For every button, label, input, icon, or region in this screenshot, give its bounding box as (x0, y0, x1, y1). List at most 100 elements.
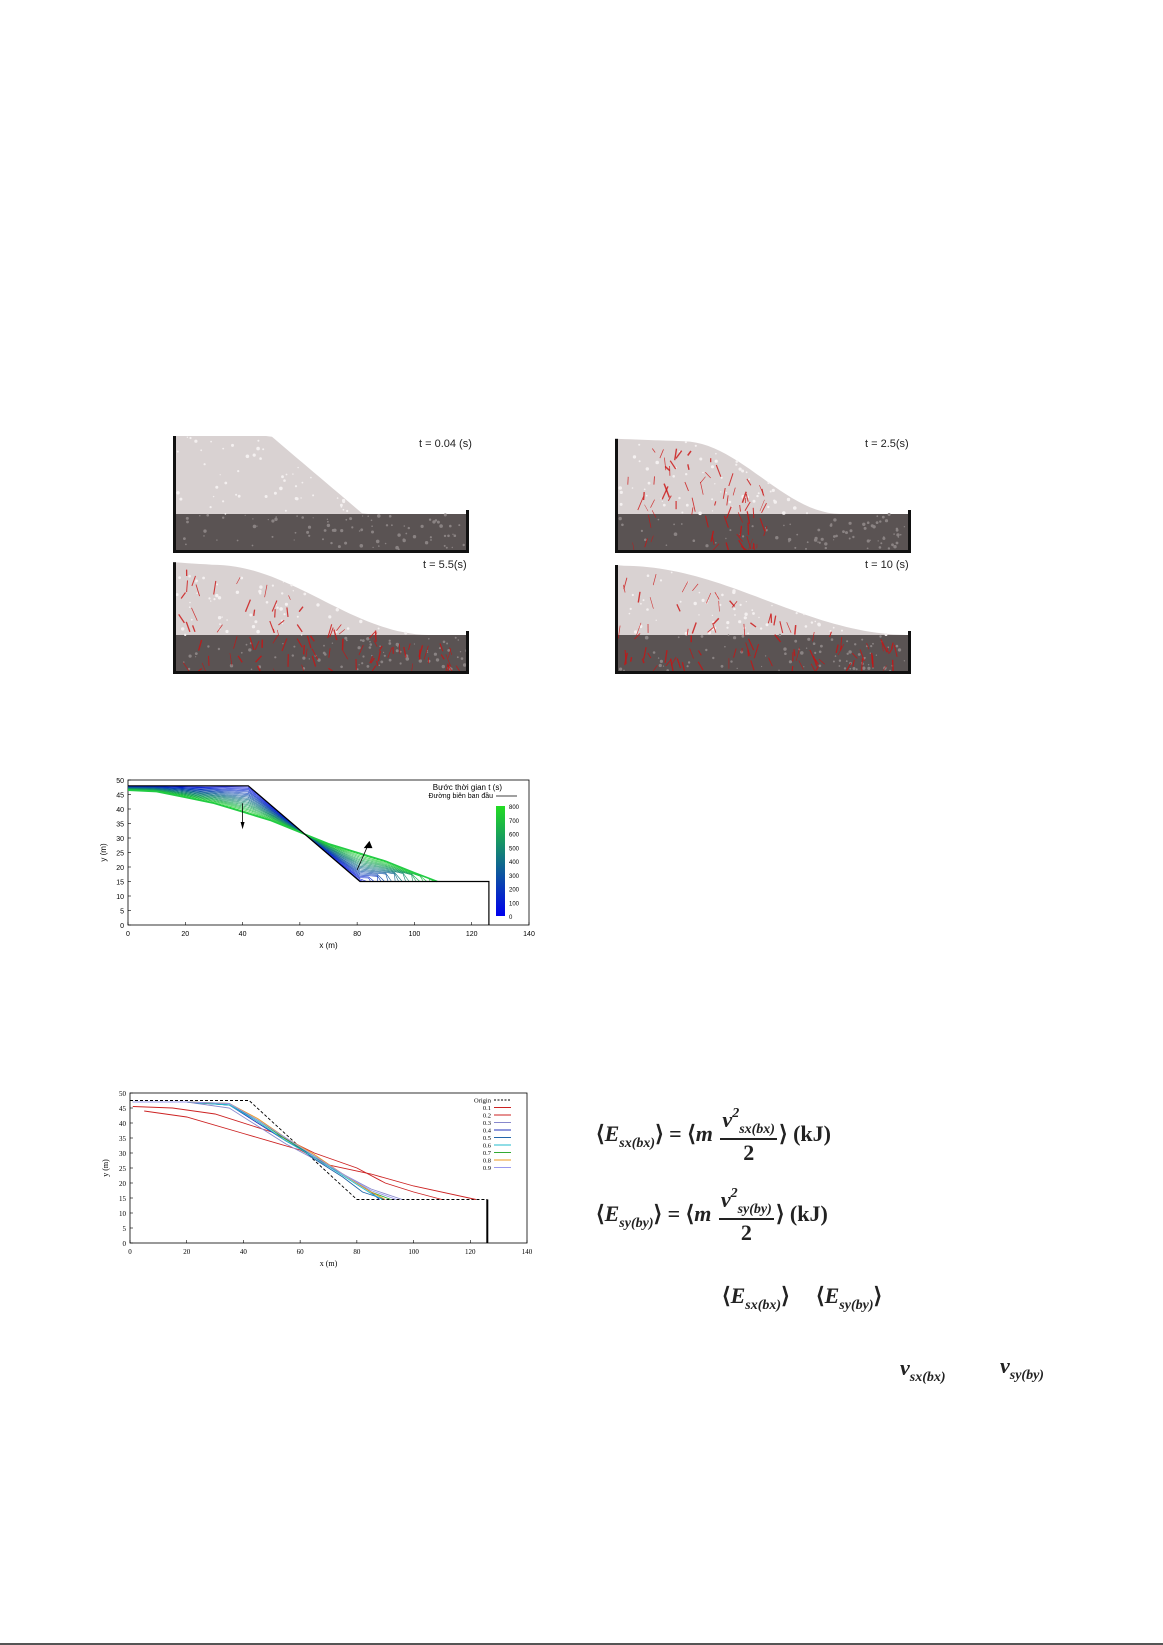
force-chain (445, 654, 452, 668)
particle (362, 655, 365, 658)
legend-entry: 0.7 (483, 1150, 492, 1157)
x-tick-label: 120 (466, 931, 478, 938)
particle (335, 608, 339, 612)
force-chain (191, 607, 198, 621)
legend-entry: Origin (474, 1098, 492, 1105)
particle (832, 660, 835, 663)
particle (405, 532, 408, 535)
particle (279, 607, 283, 611)
particle (396, 643, 399, 645)
force-chain (399, 643, 401, 654)
particle (643, 488, 646, 491)
series-line (132, 1101, 386, 1200)
force-chain (674, 448, 678, 461)
particle (462, 663, 467, 667)
particle (435, 658, 440, 662)
particle (358, 530, 361, 532)
particle (296, 515, 298, 517)
particle (249, 613, 253, 617)
particle (216, 583, 219, 586)
colorbar-tick-label: 600 (509, 833, 520, 839)
particle (235, 493, 238, 496)
force-chain (180, 592, 186, 599)
particle (217, 616, 222, 620)
force-chain (732, 487, 736, 496)
particle (814, 620, 817, 623)
particle (646, 574, 650, 577)
particle (832, 626, 835, 629)
particle (857, 653, 861, 656)
particle (692, 539, 696, 542)
particle (631, 487, 634, 489)
force-chain (659, 449, 664, 459)
force-chain (791, 665, 794, 672)
particle (848, 650, 852, 654)
y-tick-label: 20 (116, 865, 124, 872)
particle (351, 526, 354, 529)
colorbar-tick-label: 300 (509, 874, 520, 880)
particle (397, 533, 401, 537)
force-chain (244, 599, 252, 612)
particle (661, 500, 663, 502)
particle (895, 644, 899, 648)
force-chain (743, 623, 746, 637)
particle (659, 659, 663, 663)
force-chain (449, 647, 452, 655)
particle (331, 642, 334, 644)
particle (447, 649, 451, 652)
colorbar-tick-label: 100 (509, 901, 520, 907)
force-chain (718, 600, 720, 612)
particle (407, 526, 410, 530)
particle (252, 524, 257, 529)
particle (841, 629, 843, 632)
particle (705, 544, 709, 548)
particle (231, 443, 234, 447)
simulation-panel-3: t = 5.5(s) (173, 553, 491, 675)
particle (644, 538, 647, 542)
particle (306, 530, 310, 534)
particle (787, 537, 792, 542)
particle (803, 666, 805, 668)
particle (849, 529, 853, 533)
particle (460, 657, 464, 660)
particle (420, 524, 424, 528)
particle (219, 623, 221, 625)
colorbar (496, 806, 505, 916)
force-chain (448, 648, 452, 658)
particle (849, 667, 852, 670)
particle (337, 545, 341, 549)
particle (771, 604, 773, 607)
particle (219, 474, 221, 476)
particle (312, 517, 314, 519)
force-chain (745, 493, 749, 502)
particle (687, 661, 691, 664)
particle (428, 518, 432, 521)
left-wall (173, 562, 176, 671)
particle (213, 598, 216, 601)
series-line (127, 788, 406, 882)
force-chain (617, 625, 621, 639)
particle (896, 533, 900, 537)
particle (366, 637, 370, 641)
force-chain (403, 646, 407, 658)
series-line (132, 1101, 397, 1200)
particle (645, 467, 649, 471)
particle (256, 629, 260, 634)
particle (861, 638, 864, 641)
particle (236, 539, 239, 542)
particle (217, 647, 221, 651)
colorbar-tick-label: 700 (509, 819, 520, 825)
particle (618, 486, 622, 490)
particle (307, 525, 312, 529)
time-label: t = 5.5(s) (423, 559, 467, 571)
force-chain (411, 663, 414, 672)
particle (852, 535, 855, 539)
force-chain (661, 486, 669, 500)
force-chain (288, 595, 291, 600)
particle (300, 497, 302, 499)
force-chain (891, 642, 894, 649)
force-chain (714, 501, 717, 506)
particle (638, 443, 641, 446)
force-chain (866, 642, 870, 650)
force-chain (637, 496, 644, 511)
